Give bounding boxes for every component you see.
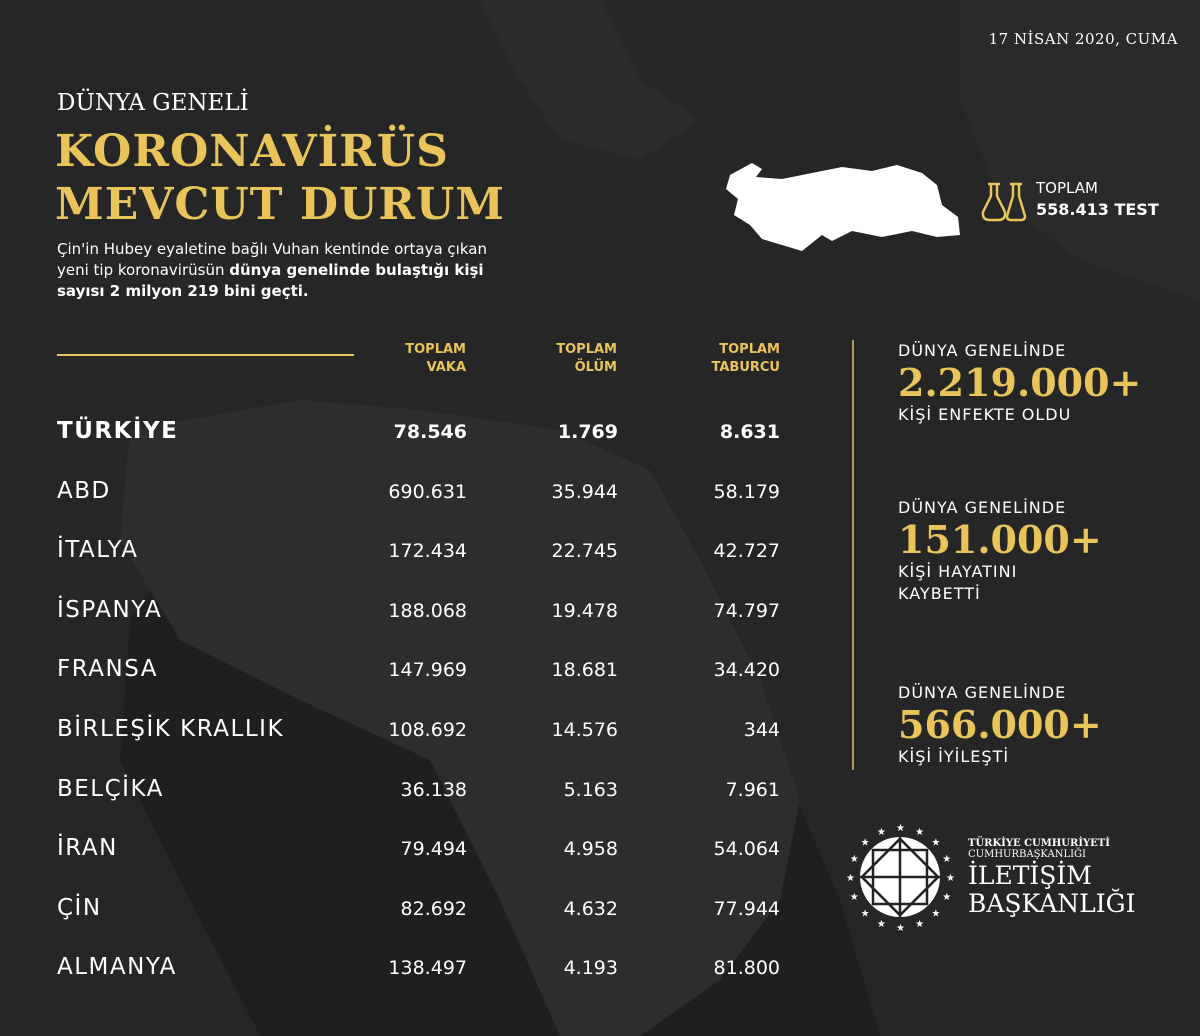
lab-flask-icon (981, 182, 1027, 222)
total-recovered: 42.727 (713, 540, 780, 563)
country-name: ABD (57, 477, 111, 504)
table-row: FRANSA 147.969 18.681 34.420 (57, 656, 797, 696)
country-name: ÇİN (57, 894, 102, 921)
country-name: İSPANYA (57, 596, 163, 623)
total-tests: TOPLAM 558.413 TEST (1036, 178, 1159, 220)
description-bold: dünya genelinde bulaştığı kişi sayısı 2 … (57, 261, 484, 300)
header-recovered: TOPLAM TABURCU (711, 342, 781, 375)
star-icon: ★ (946, 873, 955, 884)
country-name: İRAN (57, 835, 118, 862)
stat-infected: DÜNYA GENELİNDE 2.219.000+ KİŞİ ENFEKTE OL… (898, 341, 1142, 424)
subtitle: DÜNYA GENELİ (57, 90, 249, 116)
table-row: ABD 690.631 35.944 58.179 (57, 478, 797, 518)
page-title: KORONAVİRÜS MEVCUT DURUM (55, 125, 505, 231)
total-deaths: 5.163 (563, 778, 618, 801)
star-icon: ★ (850, 854, 859, 865)
country-name: İTALYA (57, 537, 139, 564)
table-row: ÇİN 82.692 4.632 77.944 (57, 895, 797, 935)
vertical-divider (852, 340, 854, 770)
country-name: BİRLEŞİK KRALLIK (57, 716, 285, 742)
table-row: TÜRKİYE 78.546 1.769 8.631 (57, 418, 797, 458)
description: Çin'in Hubey eyaletine bağlı Vuhan kenti… (57, 239, 497, 302)
total-recovered: 8.631 (719, 421, 780, 443)
star-icon: ★ (942, 854, 951, 865)
star-icon: ★ (846, 873, 855, 884)
star-icon: ★ (915, 827, 924, 838)
total-deaths: 4.632 (563, 897, 618, 920)
description-text: Çin'in Hubey eyaletine bağlı Vuhan kenti… (57, 240, 487, 279)
table-row: BİRLEŞİK KRALLIK 108.692 14.576 344 (57, 716, 797, 756)
iletisim-logo-emblem: ★★★★★★★★★★★★ ★ ★★★ (846, 823, 955, 932)
total-recovered: 81.800 (713, 957, 780, 980)
total-cases: 138.497 (388, 957, 467, 980)
test-value: 558.413 TEST (1036, 200, 1159, 219)
total-recovered: 74.797 (713, 599, 780, 622)
table-row: İSPANYA 188.068 19.478 74.797 (57, 597, 797, 637)
star-icon: ★ (861, 908, 870, 919)
total-deaths: 14.576 (551, 719, 618, 741)
total-deaths: 35.944 (551, 480, 618, 503)
total-deaths: 19.478 (551, 599, 618, 622)
total-recovered: 54.064 (713, 838, 780, 861)
turkey-map-icon (726, 163, 960, 251)
total-deaths: 4.958 (563, 838, 618, 861)
total-cases: 82.692 (400, 897, 467, 920)
country-name: BELÇİKA (57, 775, 164, 802)
header-deaths: TOPLAM ÖLÜM (556, 342, 617, 375)
total-deaths: 22.745 (551, 540, 618, 563)
table-row: ALMANYA 138.497 4.193 81.800 (57, 954, 797, 994)
star-icon: ★ (896, 923, 905, 932)
country-name: ALMANYA (57, 954, 177, 981)
date-label: 17 NİSAN 2020, CUMA (988, 30, 1178, 48)
star-icon: ★ (915, 919, 924, 930)
total-cases: 690.631 (388, 480, 467, 503)
table-row: İTALYA 172.434 22.745 42.727 (57, 537, 797, 577)
iletisim-logo-text: TÜRKİYE CUMHURİYETİ CUMHURBAŞKANLIĞI İLE… (968, 838, 1136, 918)
title-line-2: MEVCUT DURUM (55, 179, 506, 230)
star-icon: ★ (931, 838, 940, 849)
star-icon: ★ (877, 827, 886, 838)
total-cases: 36.138 (400, 778, 467, 801)
total-deaths: 1.769 (557, 421, 618, 443)
country-name: TÜRKİYE (57, 418, 179, 444)
total-recovered: 34.420 (713, 659, 780, 682)
total-recovered: 77.944 (713, 897, 780, 920)
star-icon: ★ (931, 908, 940, 919)
table-row: İRAN 79.494 4.958 54.064 (57, 835, 797, 875)
divider (57, 354, 354, 356)
total-deaths: 18.681 (551, 659, 618, 682)
total-recovered: 344 (743, 719, 780, 741)
total-recovered: 7.961 (725, 778, 780, 801)
country-name: FRANSA (57, 656, 158, 683)
test-label: TOPLAM (1036, 179, 1098, 197)
star-icon: ★ (861, 838, 870, 849)
total-recovered: 58.179 (713, 480, 780, 503)
star-icon: ★ (942, 892, 951, 903)
star-icon: ★ (896, 823, 905, 834)
total-cases: 172.434 (388, 540, 467, 563)
stat-recovered: DÜNYA GENELİNDE 566.000+ KİŞİ İYİLEŞTİ (898, 683, 1102, 766)
header-cases: TOPLAM VAKA (405, 342, 466, 375)
total-cases: 79.494 (400, 838, 467, 861)
title-line-1: KORONAVİRÜS (55, 126, 449, 177)
star-icon: ★ (850, 892, 859, 903)
star-icon: ★ (877, 919, 886, 930)
total-cases: 188.068 (388, 599, 467, 622)
total-cases: 108.692 (388, 719, 467, 741)
table-row: BELÇİKA 36.138 5.163 7.961 (57, 776, 797, 816)
total-cases: 78.546 (393, 421, 467, 443)
total-cases: 147.969 (388, 659, 467, 682)
stat-deaths: DÜNYA GENELİNDE 151.000+ KİŞİ HAYATINI KAY… (898, 498, 1102, 603)
total-deaths: 4.193 (563, 957, 618, 980)
